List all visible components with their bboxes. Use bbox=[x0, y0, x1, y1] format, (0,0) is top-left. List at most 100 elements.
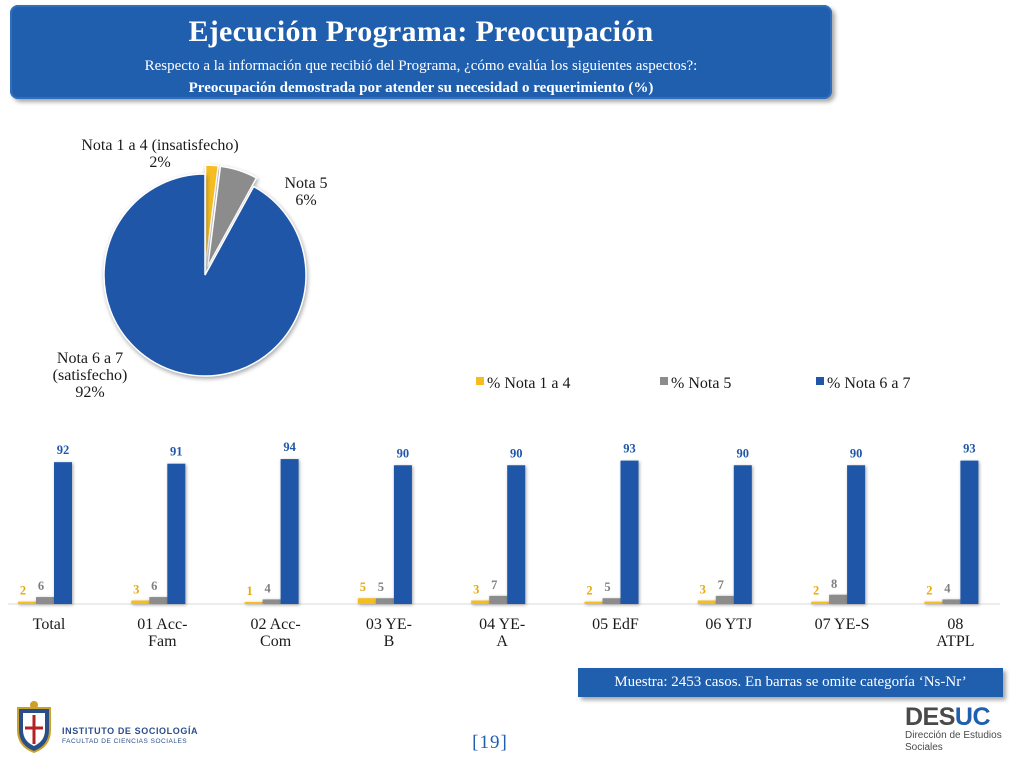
title-banner: Ejecución Programa: Preocupación Respect… bbox=[10, 5, 832, 99]
bar-value-label-3-4: 90 bbox=[397, 446, 410, 460]
x-tick-label-8: 07 YE-S bbox=[815, 616, 870, 633]
bar-1-6 bbox=[584, 601, 603, 604]
desuc-logo: DESUC Dirección de Estudios Sociales bbox=[905, 704, 1020, 764]
pie-slice-2 bbox=[207, 165, 258, 267]
bar-value-label-3-2: 91 bbox=[170, 445, 183, 459]
desuc-brand-b: UC bbox=[954, 703, 991, 731]
bar-3-8 bbox=[847, 465, 866, 604]
bar-2-6 bbox=[602, 598, 621, 604]
university-seal-icon bbox=[17, 701, 51, 754]
institute-logo: INSTITUTO DE SOCIOLOGÍA FACULTAD DE CIEN… bbox=[14, 700, 214, 760]
bar-value-label-3-8: 90 bbox=[850, 446, 863, 460]
bar-value-label-3-1: 92 bbox=[57, 443, 70, 457]
bar-2-7 bbox=[715, 595, 734, 604]
pie-value-label-3: 92% bbox=[75, 384, 104, 401]
bar-value-label-1-2: 3 bbox=[133, 583, 139, 597]
bar-value-label-3-3: 94 bbox=[283, 440, 296, 454]
pie-value-label-1: 2% bbox=[149, 154, 170, 171]
bar-value-label-1-1: 2 bbox=[20, 584, 26, 598]
bar-value-label-3-6: 93 bbox=[623, 442, 636, 456]
bar-1-9 bbox=[924, 601, 943, 604]
bar-1-5 bbox=[471, 600, 490, 604]
x-tick-label-5: A bbox=[496, 633, 508, 650]
pie-label-3: (satisfecho) bbox=[53, 367, 128, 384]
x-tick-label-2: Fam bbox=[148, 633, 177, 650]
institute-name: INSTITUTO DE SOCIOLOGÍA bbox=[62, 726, 199, 736]
legend-label-2: % Nota 5 bbox=[671, 375, 731, 392]
bar-3-3 bbox=[280, 459, 299, 604]
bar-value-label-2-8: 8 bbox=[831, 577, 837, 591]
bar-3-1 bbox=[54, 462, 72, 604]
bar-3-9 bbox=[960, 460, 979, 604]
x-tick-label-3: Com bbox=[260, 633, 292, 650]
pie-label-2: Nota 5 bbox=[284, 175, 327, 192]
bar-3-6 bbox=[620, 460, 639, 604]
pie-label-1: Nota 1 a 4 (insatisfecho) bbox=[81, 137, 238, 154]
bar-value-label-1-7: 3 bbox=[700, 583, 706, 597]
bar-2-3 bbox=[262, 599, 281, 604]
bar-value-label-2-1: 6 bbox=[38, 579, 44, 593]
page-title: Ejecución Programa: Preocupación bbox=[188, 15, 654, 48]
bar-value-label-2-3: 4 bbox=[264, 581, 271, 595]
bar-value-label-2-7: 7 bbox=[718, 578, 724, 592]
institute-faculty: FACULTAD DE CIENCIAS SOCIALES bbox=[62, 738, 188, 745]
legend-label-3: % Nota 6 a 7 bbox=[827, 375, 911, 392]
x-tick-label-5: 04 YE- bbox=[479, 616, 525, 633]
bar-2-1 bbox=[36, 597, 54, 604]
x-tick-label-9: 08 bbox=[947, 616, 963, 633]
legend-label-1: % Nota 1 a 4 bbox=[487, 375, 571, 392]
bar-value-label-1-8: 2 bbox=[813, 584, 819, 598]
bar-value-label-2-4: 5 bbox=[378, 580, 384, 594]
bar-value-label-3-5: 90 bbox=[510, 446, 523, 460]
bar-value-label-1-4: 5 bbox=[360, 580, 366, 594]
legend-swatch-3 bbox=[816, 377, 824, 385]
bar-2-4 bbox=[375, 598, 394, 604]
bar-1-4 bbox=[357, 598, 376, 604]
desuc-brand-a: DES bbox=[905, 703, 955, 731]
page-subtitle: Respecto a la información que recibió de… bbox=[144, 58, 698, 74]
desuc-line2: Sociales bbox=[905, 742, 943, 753]
x-tick-label-2: 01 Acc- bbox=[137, 616, 187, 633]
pie-value-label-2: 6% bbox=[295, 192, 316, 209]
bar-value-label-2-2: 6 bbox=[151, 579, 157, 593]
bar-3-5 bbox=[507, 465, 526, 604]
pie-chart: Nota 1 a 4 (insatisfecho)2% Nota 56% Nota … bbox=[53, 137, 328, 401]
bar-1-1 bbox=[18, 601, 36, 604]
page-number: [19] bbox=[472, 732, 508, 753]
sample-note: Muestra: 2453 casos. En barras se omite … bbox=[578, 668, 1003, 697]
pie-slice-3 bbox=[103, 173, 307, 377]
bar-1-3 bbox=[244, 602, 263, 604]
pie-label-3: Nota 6 a 7 bbox=[57, 350, 123, 367]
desuc-line1: Dirección de Estudios bbox=[905, 730, 1002, 741]
x-tick-label-1: Total bbox=[33, 616, 66, 633]
bar-value-label-1-3: 1 bbox=[246, 584, 252, 598]
bar-1-8 bbox=[811, 601, 830, 604]
pie-slice-1 bbox=[204, 164, 220, 267]
legend-swatch-2 bbox=[660, 377, 668, 385]
x-tick-label-6: 05 EdF bbox=[592, 616, 639, 633]
bar-2-5 bbox=[489, 595, 508, 604]
x-tick-label-4: B bbox=[384, 633, 395, 650]
page-subtitle-question: Preocupación demostrada por atender su n… bbox=[188, 80, 654, 96]
x-tick-label-4: 03 YE- bbox=[366, 616, 412, 633]
bar-value-label-2-9: 4 bbox=[944, 581, 951, 595]
desuc-brand: DESUC bbox=[905, 704, 1020, 730]
bar-3-7 bbox=[733, 465, 752, 604]
bar-1-7 bbox=[697, 600, 716, 604]
bar-value-label-3-7: 90 bbox=[737, 446, 750, 460]
bar-value-label-3-9: 93 bbox=[963, 442, 976, 456]
bar-2-8 bbox=[829, 594, 848, 604]
legend-swatch-1 bbox=[476, 377, 484, 385]
bar-3-2 bbox=[167, 463, 186, 604]
bar-value-label-1-6: 2 bbox=[586, 584, 592, 598]
bar-value-label-2-5: 7 bbox=[491, 578, 497, 592]
bar-1-2 bbox=[131, 600, 150, 604]
bar-value-label-1-9: 2 bbox=[926, 584, 932, 598]
bar-2-2 bbox=[149, 597, 168, 604]
x-tick-label-3: 02 Acc- bbox=[250, 616, 300, 633]
bar-3-4 bbox=[393, 465, 412, 604]
bar-2-9 bbox=[942, 599, 961, 604]
x-tick-label-9: ATPL bbox=[936, 633, 974, 650]
bar-value-label-2-6: 5 bbox=[604, 580, 610, 594]
